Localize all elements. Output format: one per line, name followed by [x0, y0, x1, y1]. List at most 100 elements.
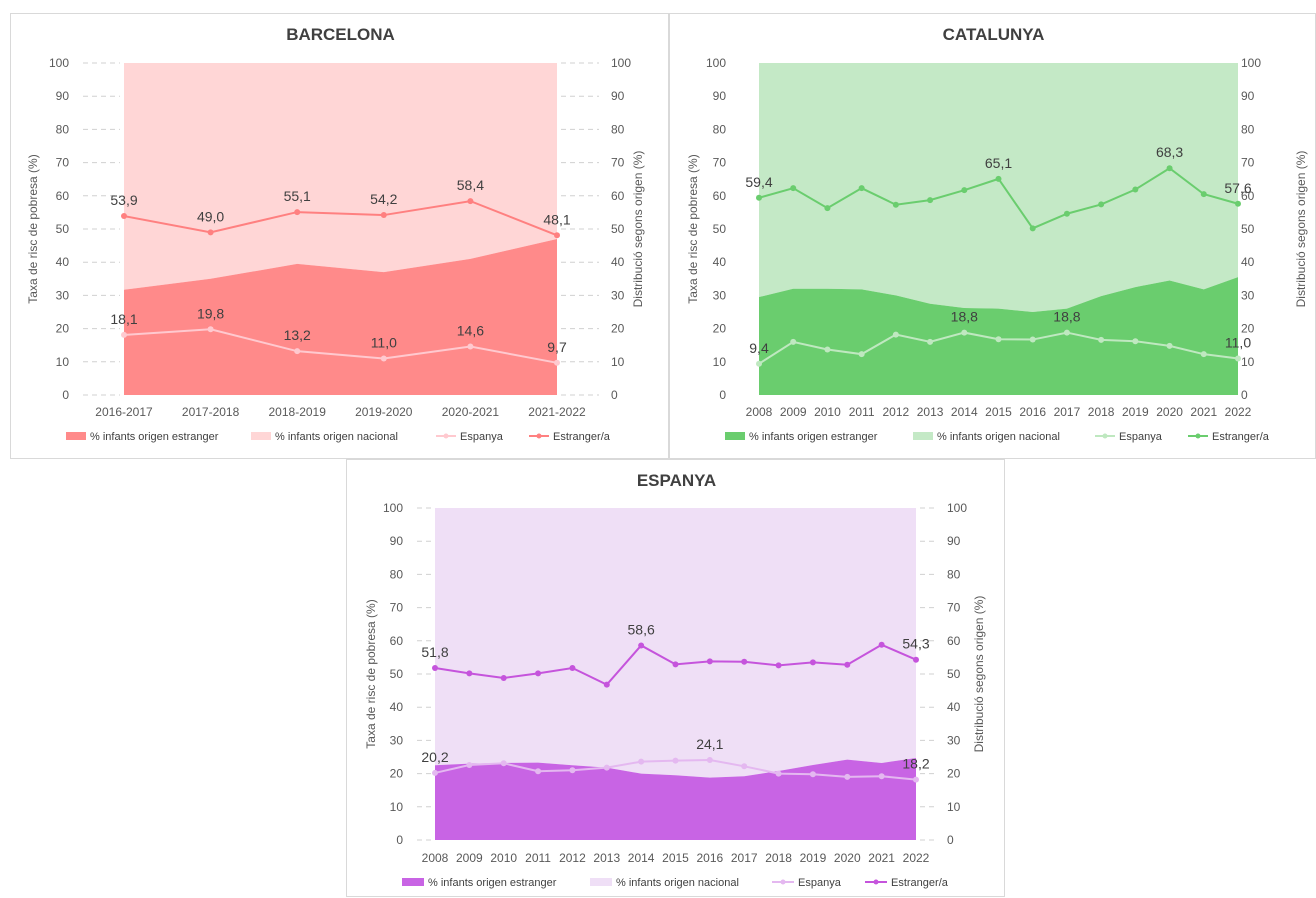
y-tick-label: 80	[713, 122, 727, 136]
chart-title: BARCELONA	[286, 25, 395, 44]
point-estranger	[1200, 191, 1207, 198]
point-estranger	[121, 213, 127, 220]
y2-tick-label: 80	[947, 567, 961, 581]
y2-tick-label: 60	[947, 634, 961, 648]
data-label: 68,3	[1156, 144, 1183, 160]
y-tick-label: 30	[56, 288, 70, 302]
legend-marker	[1195, 433, 1201, 439]
y2-tick-label: 80	[1241, 122, 1255, 136]
y2-tick-label: 20	[1241, 322, 1255, 336]
x-tick-label: 2017-2018	[182, 405, 240, 419]
y2-tick-label: 80	[611, 122, 625, 136]
point-espanya	[961, 329, 968, 336]
y-tick-label: 80	[56, 122, 70, 136]
point-espanya	[432, 769, 438, 776]
y-tick-label: 60	[713, 189, 727, 203]
point-espanya	[603, 764, 610, 771]
x-tick-label: 2016	[1019, 405, 1046, 419]
point-estranger	[1029, 225, 1036, 232]
point-estranger	[878, 641, 885, 648]
point-espanya	[824, 346, 831, 353]
x-tick-label: 2016	[697, 851, 724, 865]
legend-label: % infants origen nacional	[275, 431, 398, 443]
point-espanya	[1235, 355, 1241, 362]
x-tick-label: 2014	[628, 851, 655, 865]
point-estranger	[380, 212, 387, 219]
y2-tick-label: 50	[1241, 222, 1255, 236]
y-tick-label: 30	[390, 733, 404, 747]
x-tick-label: 2012	[559, 851, 586, 865]
area-national	[435, 508, 916, 778]
x-tick-label: 2015	[662, 851, 689, 865]
legend-marker	[780, 879, 786, 885]
y2-tick-label: 50	[947, 667, 961, 681]
legend-item: % infants origen estranger	[66, 431, 219, 443]
x-tick-label: 2019	[1122, 405, 1149, 419]
point-estranger	[809, 659, 816, 666]
y2-tick-label: 50	[611, 222, 625, 236]
point-estranger	[844, 661, 851, 668]
point-espanya	[706, 756, 713, 763]
point-espanya	[1200, 351, 1207, 358]
y-tick-label: 20	[390, 767, 404, 781]
x-tick-label: 2021	[868, 851, 895, 865]
chart-panel-catalunya: CATALUNYA 9,4 18,8 18,8 11,0 59,4 65,1 68,3 57,6…	[669, 13, 1316, 459]
data-label: 48,1	[543, 211, 570, 227]
y2-axis-title: Distribució segons origen (%)	[631, 151, 645, 308]
y2-tick-label: 100	[611, 56, 631, 70]
data-label: 9,7	[547, 339, 567, 355]
y2-tick-label: 60	[611, 189, 625, 203]
point-espanya	[467, 343, 474, 350]
y-tick-label: 70	[56, 156, 70, 170]
x-tick-label: 2020-2021	[442, 405, 500, 419]
data-label: 14,6	[457, 323, 484, 339]
x-tick-label: 2013	[593, 851, 620, 865]
y2-tick-label: 90	[947, 534, 961, 548]
point-estranger	[432, 665, 438, 672]
x-tick-label: 2019	[800, 851, 827, 865]
point-estranger	[790, 185, 797, 192]
y2-tick-label: 0	[1241, 388, 1248, 402]
y2-tick-label: 10	[1241, 355, 1255, 369]
legend-swatch	[913, 432, 933, 440]
point-espanya	[1029, 336, 1036, 343]
legend-item: % infants origen nacional	[251, 431, 398, 443]
y-tick-label: 10	[713, 355, 727, 369]
y-tick-label: 70	[713, 156, 727, 170]
point-espanya	[638, 758, 645, 765]
area-national	[759, 63, 1238, 312]
point-espanya	[927, 338, 934, 345]
x-tick-label: 2010	[814, 405, 841, 419]
point-espanya	[672, 757, 679, 764]
legend-marker	[536, 433, 542, 439]
legend-marker	[1102, 433, 1108, 439]
data-label: 18,1	[110, 311, 137, 327]
y-tick-label: 0	[62, 388, 69, 402]
point-estranger	[961, 187, 968, 194]
y-tick-label: 100	[49, 56, 69, 70]
y2-tick-label: 40	[1241, 255, 1255, 269]
data-label: 20,2	[421, 749, 448, 765]
data-label: 51,8	[421, 644, 448, 660]
y2-tick-label: 10	[611, 355, 625, 369]
data-label: 59,4	[745, 174, 772, 190]
x-tick-label: 2018-2019	[269, 405, 327, 419]
point-estranger	[775, 662, 782, 669]
x-tick-label: 2008	[746, 405, 773, 419]
x-tick-label: 2016-2017	[95, 405, 153, 419]
data-label: 55,1	[284, 188, 311, 204]
x-tick-label: 2020	[1156, 405, 1183, 419]
chart-title: CATALUNYA	[943, 25, 1045, 44]
x-tick-label: 2017	[1054, 405, 1081, 419]
y-axis-title: Taxa de risc de pobresa (%)	[364, 599, 378, 748]
y2-tick-label: 30	[611, 288, 625, 302]
point-espanya	[500, 760, 507, 767]
x-tick-label: 2021	[1190, 405, 1217, 419]
point-estranger	[756, 194, 762, 201]
point-espanya	[380, 355, 387, 362]
point-estranger	[824, 205, 831, 212]
x-tick-label: 2012	[883, 405, 910, 419]
point-espanya	[1063, 329, 1070, 336]
legend-swatch	[402, 878, 424, 886]
y-tick-label: 20	[713, 322, 727, 336]
